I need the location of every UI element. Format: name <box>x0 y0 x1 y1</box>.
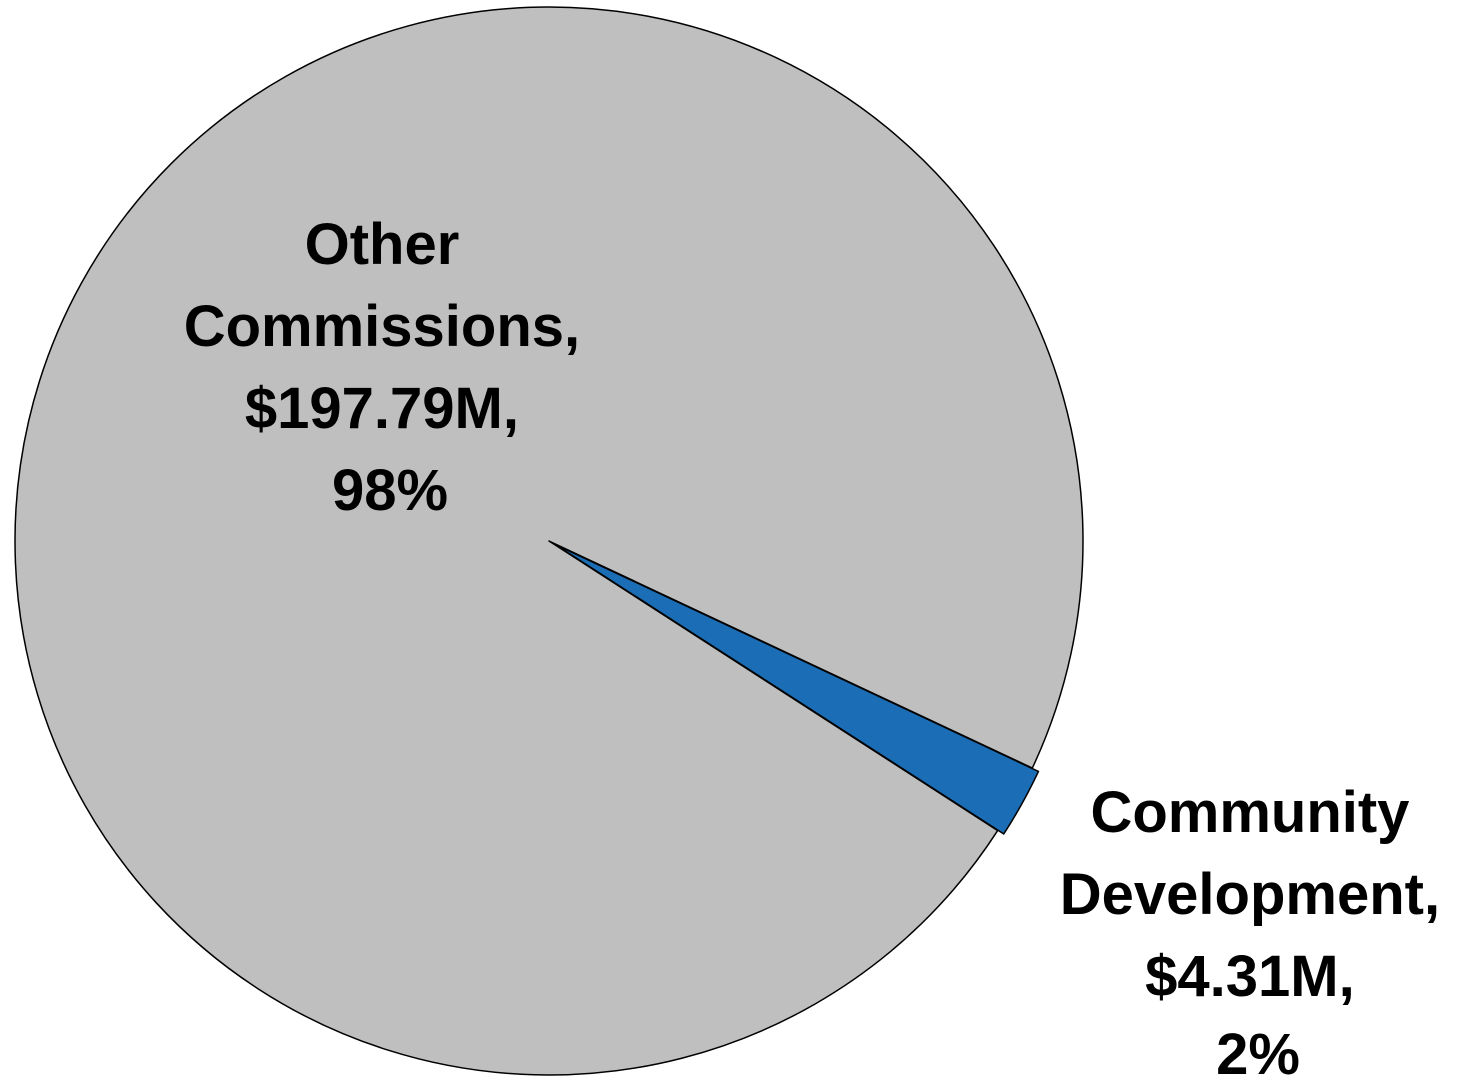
label-line: Community <box>1090 780 1409 845</box>
label-line: $4.31M, <box>1145 944 1355 1009</box>
label-line: Development, <box>1060 862 1440 927</box>
pie-slice-community-development <box>554 543 1040 835</box>
label-line: 98% <box>332 458 448 523</box>
label-other-commissions: Other Commissions, $197.79M, 98% <box>184 212 597 523</box>
label-community-development: Community Development, $4.31M, 2% <box>1060 780 1456 1083</box>
pie-slices <box>14 6 1084 1076</box>
pie-slice-other-commissions <box>14 6 1084 1076</box>
label-line: $197.79M, <box>245 376 519 441</box>
label-line: Other <box>305 212 460 277</box>
label-line: 2% <box>1216 1022 1300 1083</box>
label-line: Commissions, <box>184 294 580 359</box>
